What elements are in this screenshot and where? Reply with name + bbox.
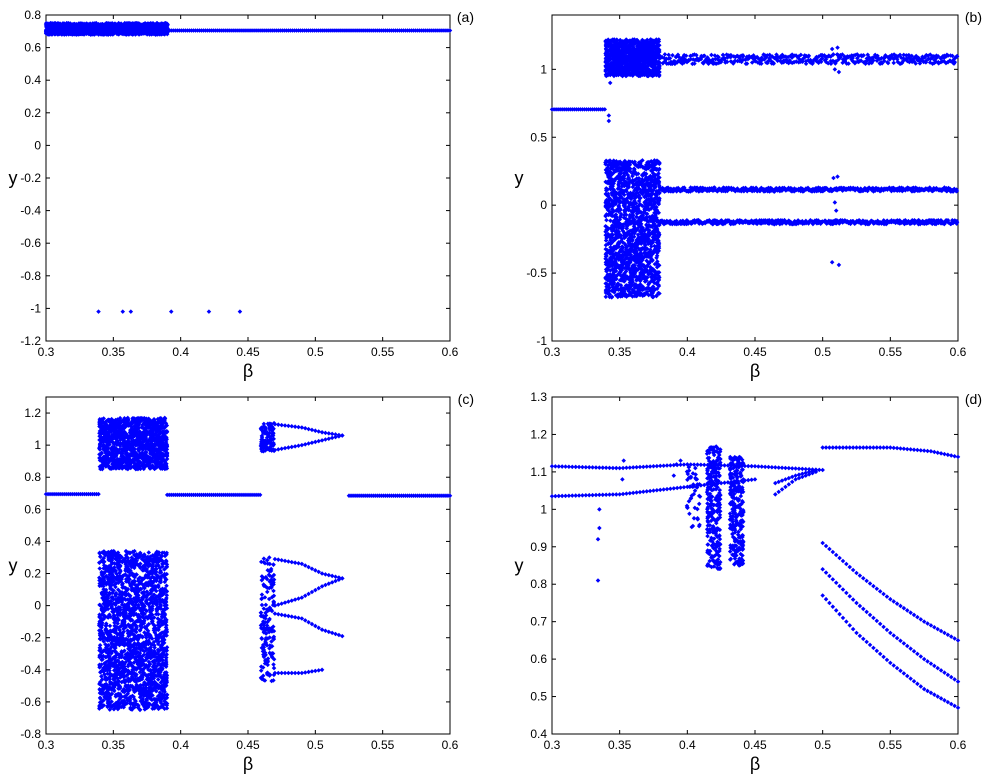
x-tick-label: 0.3 [38,345,55,359]
y-axis-label: y [515,168,524,188]
y-tick-label: -1.2 [20,334,41,348]
y-tick-label: -1 [536,334,547,348]
y-tick-label: 0 [540,198,547,212]
x-tick-label: 0.6 [442,345,459,359]
y-tick-label: -0.5 [526,266,547,280]
x-tick-label: 0.4 [679,345,696,359]
y-tick-label: 1 [540,62,547,76]
x-axis-label: β [243,361,253,381]
data-points [43,20,453,314]
panel-a: 0.3 0.35 0.4 0.45 0.5 0.55 0.6 -1.2 -1 -0.8 -0.6 -0… [9,8,475,381]
y-tick-label: 0.8 [24,8,41,22]
x-tick-label: 0.45 [236,345,260,359]
y-tick-label: 0.2 [24,106,41,120]
y-tick-label: -0.8 [20,269,41,283]
x-tick-label: 0.35 [608,345,632,359]
y-tick-label: -1 [30,301,41,315]
panel-label: (b) [965,9,982,25]
y-tick-label: 0.4 [24,73,41,87]
x-tick-label: 0.5 [814,345,831,359]
panel-label: (a) [457,9,474,25]
y-axis-label: y [9,168,18,188]
x-tick-label: 0.55 [879,345,903,359]
x-tick-label: 0.5 [307,345,324,359]
x-tick-label: 0.6 [950,345,967,359]
x-tick-label: 0.35 [102,345,126,359]
y-tick-label: -0.4 [20,204,41,218]
plot-area [45,14,451,342]
x-tick-label: 0.45 [743,345,767,359]
y-tick-label: 0 [34,138,41,152]
y-tick-label: -0.6 [20,236,41,250]
y-tick-label: -0.2 [20,171,41,185]
x-tick-label: 0.4 [172,345,189,359]
x-axis-label: β [750,361,760,381]
x-tick-label: 0.55 [371,345,395,359]
y-tick-label: 0.5 [530,130,547,144]
y-tick-label: 0.6 [24,41,41,55]
